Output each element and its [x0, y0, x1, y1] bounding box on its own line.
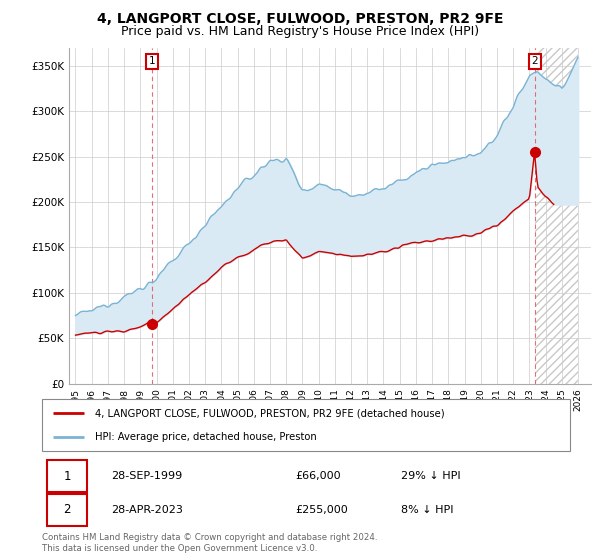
Text: Price paid vs. HM Land Registry's House Price Index (HPI): Price paid vs. HM Land Registry's House …: [121, 25, 479, 38]
Text: Contains HM Land Registry data © Crown copyright and database right 2024.
This d: Contains HM Land Registry data © Crown c…: [42, 533, 377, 553]
Text: 2: 2: [531, 56, 538, 66]
Text: 29% ↓ HPI: 29% ↓ HPI: [401, 471, 461, 481]
Text: 1: 1: [149, 56, 155, 66]
Text: £66,000: £66,000: [295, 471, 341, 481]
Text: 2: 2: [64, 503, 71, 516]
Text: 8% ↓ HPI: 8% ↓ HPI: [401, 505, 454, 515]
Text: £255,000: £255,000: [295, 505, 348, 515]
FancyBboxPatch shape: [47, 493, 87, 525]
Text: 28-APR-2023: 28-APR-2023: [110, 505, 182, 515]
Text: HPI: Average price, detached house, Preston: HPI: Average price, detached house, Pres…: [95, 432, 317, 442]
Text: 1: 1: [64, 469, 71, 483]
Text: 4, LANGPORT CLOSE, FULWOOD, PRESTON, PR2 9FE (detached house): 4, LANGPORT CLOSE, FULWOOD, PRESTON, PR2…: [95, 408, 445, 418]
FancyBboxPatch shape: [42, 399, 570, 451]
Text: 28-SEP-1999: 28-SEP-1999: [110, 471, 182, 481]
FancyBboxPatch shape: [47, 460, 87, 492]
Text: 4, LANGPORT CLOSE, FULWOOD, PRESTON, PR2 9FE: 4, LANGPORT CLOSE, FULWOOD, PRESTON, PR2…: [97, 12, 503, 26]
